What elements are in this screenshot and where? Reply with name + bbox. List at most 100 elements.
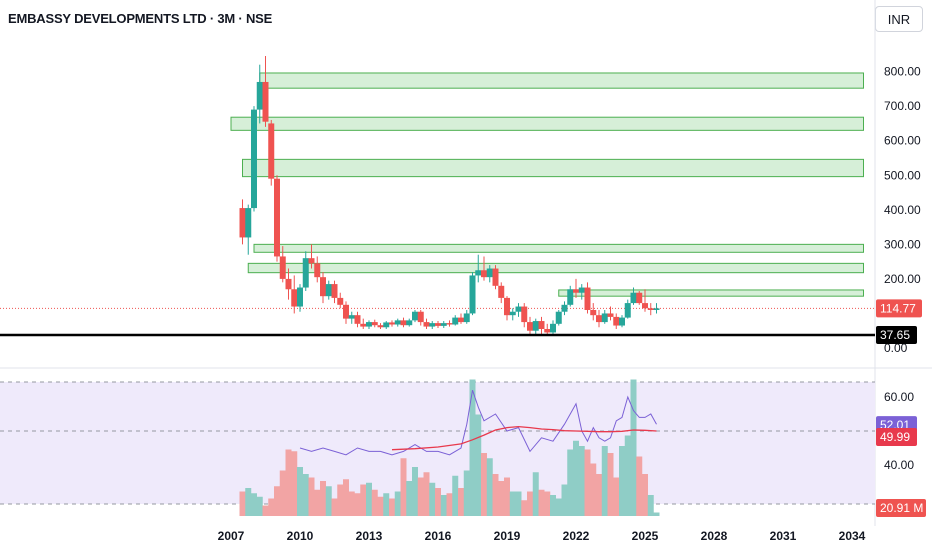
price-tick-label: 300.00 <box>884 237 921 251</box>
volume-bar <box>314 489 321 516</box>
price-zone <box>558 289 864 297</box>
candle-body <box>366 322 372 327</box>
volume-bar <box>394 491 401 516</box>
candle-body <box>613 316 620 326</box>
candle-body <box>642 303 648 309</box>
volume-bar <box>653 512 660 516</box>
candle-body <box>561 304 568 312</box>
x-tick-label: 2034 <box>839 529 866 543</box>
volume-bar <box>251 493 257 516</box>
candle-body <box>337 297 344 305</box>
volume-bar <box>515 491 522 516</box>
candle-body <box>320 277 326 297</box>
volume-bar <box>262 505 269 516</box>
candle-body <box>429 323 436 327</box>
price-zone <box>253 243 864 253</box>
candle-body <box>308 258 315 264</box>
volume-bar <box>561 484 568 516</box>
candle-body <box>521 306 528 323</box>
candle-body <box>573 289 579 293</box>
volume-bar <box>578 446 585 516</box>
candle-body <box>584 287 591 310</box>
x-tick-label: 2028 <box>701 529 728 543</box>
volume-bar <box>383 493 390 516</box>
volume-bar <box>636 456 643 516</box>
candle-body <box>394 320 401 325</box>
candle-body <box>567 289 574 305</box>
candle-body <box>504 297 510 316</box>
candle-body <box>653 308 660 310</box>
price-tick-label: 700.00 <box>884 99 921 113</box>
volume-bar <box>469 379 476 516</box>
candle-body <box>527 322 533 331</box>
volume-bar <box>325 486 332 516</box>
candle-body <box>481 270 487 278</box>
volume-bar <box>481 453 487 516</box>
price-zone <box>230 116 864 131</box>
candle-body <box>590 309 597 316</box>
candle-body <box>291 289 298 307</box>
support-badge: 37.65 <box>880 328 910 342</box>
candle-body <box>435 323 441 326</box>
candle-body <box>596 315 602 323</box>
volume-bar <box>452 475 459 516</box>
candle-body <box>279 256 286 279</box>
volume-bar <box>348 491 355 516</box>
candle-body <box>285 278 292 290</box>
volume-bar <box>377 496 384 516</box>
volume-bar <box>435 488 441 516</box>
candle-body <box>251 109 257 209</box>
volume-bar <box>239 491 246 516</box>
volume-bar <box>642 474 648 516</box>
candle-body <box>636 292 643 304</box>
volume-bar <box>624 435 631 516</box>
volume-bar <box>366 482 372 516</box>
price-zone <box>242 158 864 178</box>
volume-bar <box>527 491 533 516</box>
price-tick-label: 600.00 <box>884 134 921 148</box>
x-tick-label: 2010 <box>287 529 314 543</box>
volume-bar <box>584 449 591 516</box>
candle-body <box>331 284 338 298</box>
oscillator-band <box>0 382 875 504</box>
volume-badge-bg <box>876 499 926 517</box>
volume-bar <box>337 484 344 516</box>
candle-body <box>400 320 407 326</box>
oscillator-tick-label: 40.00 <box>884 458 914 472</box>
volume-bar <box>509 491 516 516</box>
volume-bar <box>406 481 413 516</box>
volume-bar <box>343 479 349 516</box>
volume-bar <box>308 477 315 516</box>
support-badge-bg <box>876 325 917 344</box>
candle-body <box>458 317 464 323</box>
volume-bar <box>504 477 510 516</box>
candle-body <box>463 313 470 323</box>
candle-body <box>538 321 545 329</box>
volume-bar <box>268 498 275 516</box>
price-tick-label: 200.00 <box>884 272 921 286</box>
last-price-badge-bg <box>876 299 922 318</box>
candle-body <box>475 270 482 276</box>
volume-bar <box>555 498 562 516</box>
candle-body <box>647 308 654 310</box>
candle-body <box>486 268 493 278</box>
oscillator-tick-label: 60.00 <box>884 390 914 404</box>
volume-bar <box>486 458 493 516</box>
candle-body <box>256 81 263 110</box>
price-tick-label: 800.00 <box>884 65 921 79</box>
volume-bar <box>331 498 338 516</box>
volume-bar <box>417 477 424 516</box>
candle-body <box>354 315 361 324</box>
candle-body <box>417 311 424 323</box>
volume-bar <box>400 458 407 516</box>
volume-bar <box>371 489 378 516</box>
volume-bar <box>630 379 637 516</box>
candle-body <box>578 287 585 293</box>
candle-body <box>389 322 395 325</box>
volume-bar <box>619 446 625 516</box>
candle-body <box>239 208 246 238</box>
candle-body <box>302 258 309 288</box>
candle-body <box>245 208 252 238</box>
